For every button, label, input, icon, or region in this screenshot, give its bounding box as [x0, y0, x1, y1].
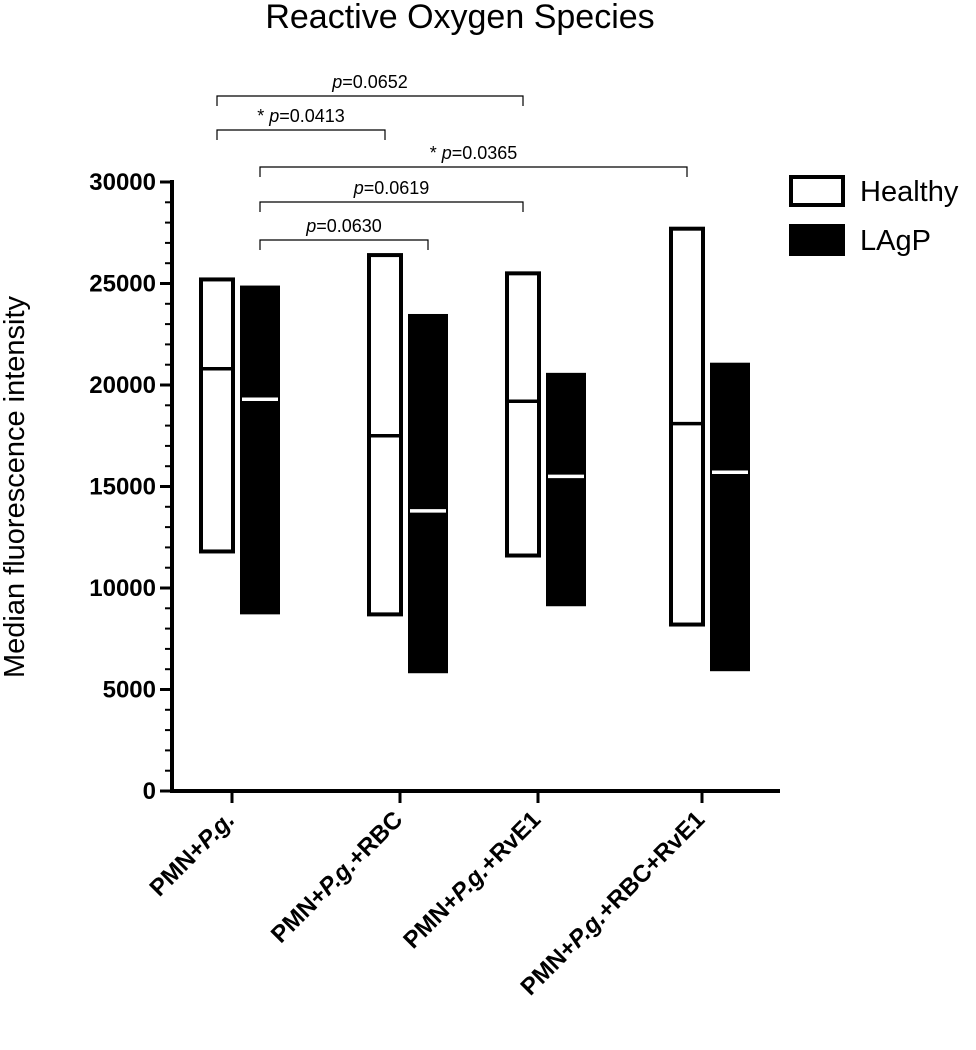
comparison-bracket: [259, 239, 429, 250]
plot-area: 0 5000 10000 15000 20000 25000 30000 PMN+P.g. PM…: [89, 72, 959, 1001]
y-tick-label: 15000: [89, 474, 156, 501]
y-tick-label: 30000: [89, 169, 156, 196]
x-tick-label: PMN+P.g.+RBC+RvE1: [516, 806, 711, 1001]
p-value-label: p=0.0619: [353, 178, 430, 198]
y-tick-label: 10000: [89, 575, 156, 602]
y-tick-label: 0: [143, 778, 156, 805]
box-healthy: [199, 277, 235, 554]
y-tick-label: 5000: [103, 677, 156, 704]
chart-title: Reactive Oxygen Species: [265, 0, 654, 36]
comparison-bracket: [259, 201, 524, 212]
x-tick-label: PMN+P.g.: [145, 806, 241, 902]
box-healthy: [505, 271, 541, 558]
comparison-bracket: [216, 95, 524, 106]
box-healthy: [669, 226, 705, 627]
p-value-label: * p=0.0413: [257, 106, 345, 126]
comparison-bracket: [216, 129, 386, 140]
x-tick-label: PMN+P.g.+RBC: [266, 806, 408, 948]
box-lagp: [408, 313, 448, 674]
p-value-label: p=0.0652: [331, 72, 408, 92]
p-value-label: p=0.0630: [305, 216, 382, 236]
box-lagp: [546, 372, 586, 607]
legend-label-lagp: LAgP: [860, 225, 931, 257]
legend-label-healthy: Healthy: [860, 176, 959, 208]
box-lagp: [240, 285, 280, 615]
legend-swatch-lagp: [789, 224, 845, 256]
x-tick-label: PMN+P.g.+RvE1: [398, 806, 546, 954]
y-tick-label: 20000: [89, 372, 156, 399]
comparison-bracket: [259, 166, 688, 177]
y-axis-label: Median fluorescence intensity: [0, 295, 31, 678]
y-tick-label: 25000: [89, 271, 156, 298]
p-value-label: * p=0.0365: [430, 143, 518, 163]
box-lagp: [710, 362, 750, 672]
legend-swatch-healthy: [789, 175, 845, 207]
